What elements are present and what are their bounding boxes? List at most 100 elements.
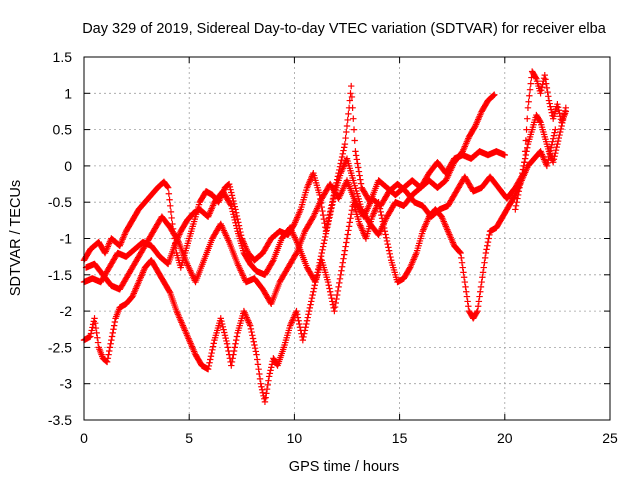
data-point [514,195,521,202]
data-point [554,100,561,108]
data-point [326,288,334,295]
data-point [92,320,99,327]
data-point [305,307,313,315]
data-point [307,301,314,308]
data-point [326,285,333,292]
data-point [256,370,263,378]
data-point [561,107,569,115]
data-point [346,219,354,226]
data-point [230,347,238,355]
data-point [384,240,391,248]
data-point [249,335,257,342]
data-point [465,303,472,310]
data-point [340,144,348,151]
data-point [221,329,228,336]
data-point [516,184,523,191]
data-point [328,294,335,302]
data-point [350,126,358,133]
data-point [264,381,271,389]
data-point [103,358,111,366]
data-point [545,156,552,164]
y-tick-label: 0 [64,158,72,174]
data-point [385,247,393,254]
data-point [336,279,343,287]
data-point [228,358,236,366]
data-point [334,287,342,295]
data-point [477,283,485,291]
data-point [385,244,392,251]
data-point [348,207,356,214]
data-point [231,216,238,224]
data-point [549,135,557,142]
data-point [559,119,566,127]
data-point [87,333,94,340]
data-point [292,251,299,258]
data-point [551,129,558,136]
data-point [343,122,351,130]
data-points [80,68,570,406]
data-point [462,283,469,291]
data-point [342,243,349,250]
data-point [491,91,498,98]
data-point [164,260,171,267]
data-point [477,288,484,295]
data-point [309,291,316,299]
data-point [110,326,117,333]
data-point [501,151,508,159]
data-point [259,389,267,396]
data-point [485,235,492,242]
data-point [338,263,346,270]
data-point [106,344,114,351]
data-point [322,230,330,237]
data-point [483,246,490,253]
data-point [327,291,335,299]
data-point [473,309,480,316]
data-point [519,169,526,177]
data-point [94,339,102,346]
y-tick-label: 0.5 [53,122,73,138]
data-point [267,367,274,374]
data-point [479,269,487,276]
data-point [265,377,272,384]
data-point [296,324,304,331]
data-point [346,97,354,104]
data-point [232,222,240,229]
data-point [230,213,238,221]
data-point [319,211,327,219]
data-point [345,110,352,118]
data-point [558,122,565,130]
data-point [223,340,231,347]
data-point [554,140,561,148]
data-point [256,375,264,383]
data-point [480,264,487,271]
data-point [106,347,113,355]
data-point [321,236,328,244]
data-point [209,346,216,354]
data-point [515,188,523,195]
y-tick-label: -1.5 [48,267,72,283]
data-point [329,201,336,208]
data-point [174,237,182,245]
data-point [258,383,265,390]
data-point [383,237,391,245]
data-point [265,373,273,380]
data-point [380,224,388,232]
data-point [356,172,363,179]
data-point [110,322,118,329]
data-point [232,219,239,226]
data-point [457,249,464,257]
data-point [345,227,352,234]
data-point [301,327,309,334]
data-point [557,128,564,136]
data-point [323,227,330,234]
data-point [247,325,255,333]
data-point [561,110,568,118]
data-point [347,90,354,97]
data-point [343,239,350,246]
data-point [481,254,489,262]
data-point [456,249,464,256]
data-point [348,211,355,218]
data-point [167,202,174,210]
data-point [340,147,347,154]
data-point [319,246,326,253]
